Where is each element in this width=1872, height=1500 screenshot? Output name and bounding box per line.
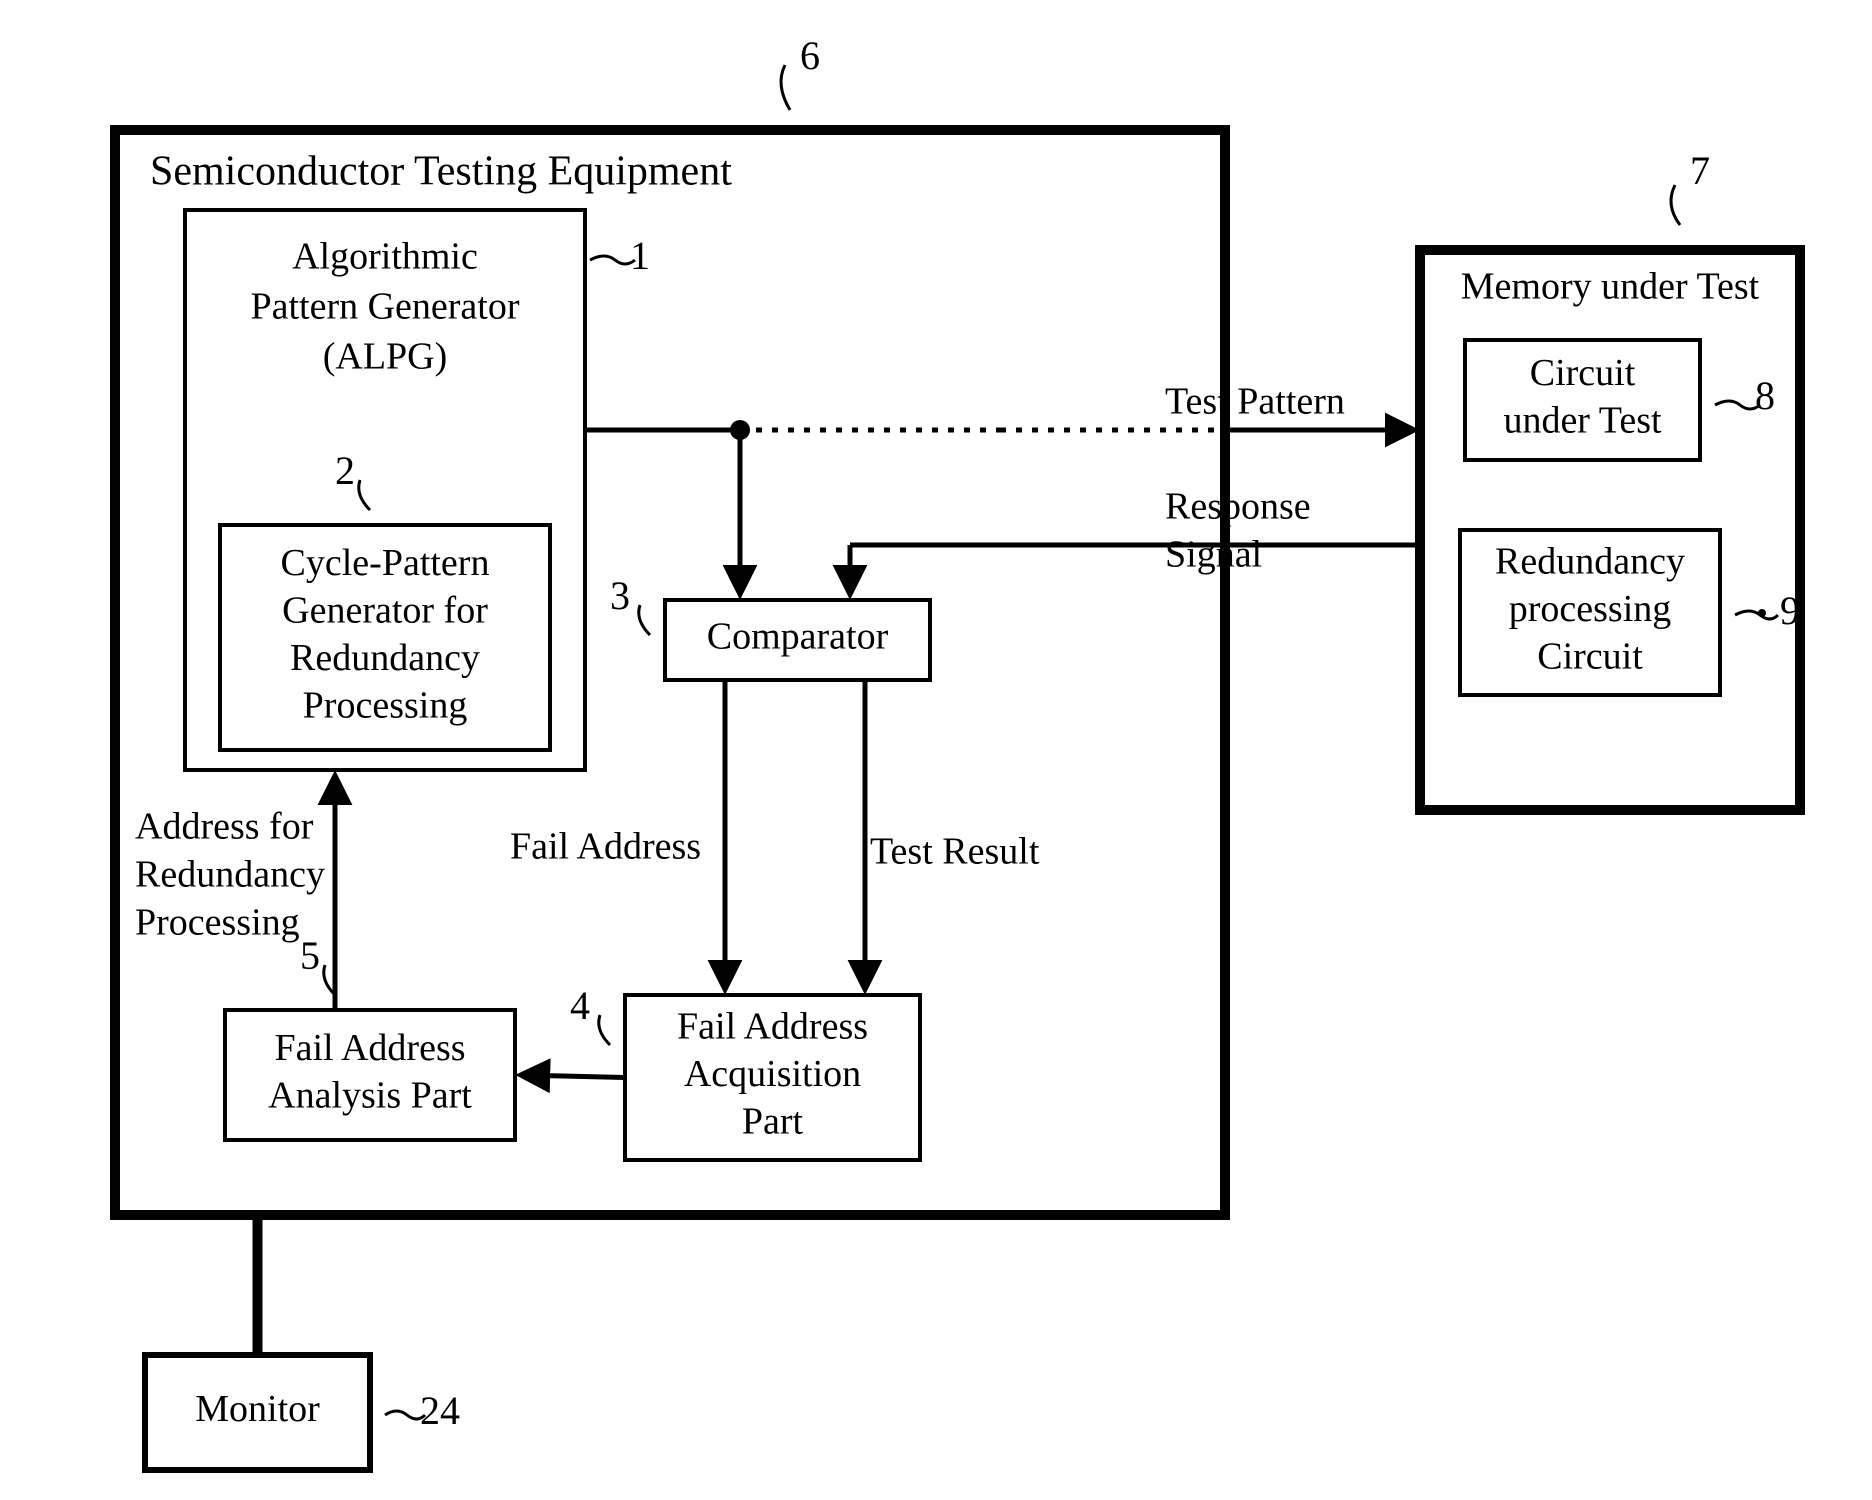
cut-line-1: under Test [1503,399,1662,441]
ref-5: 5 [300,933,320,978]
edge-acq-to-analysis [521,1075,625,1078]
label-addr-3: Processing [135,902,300,944]
redun-line-2: Circuit [1537,636,1643,678]
cut-line-0: Circuit [1530,352,1636,394]
redun-line-1: processing [1509,588,1672,630]
ref-7: 7 [1690,148,1710,193]
alpg-line-0: Algorithmic [292,236,478,278]
cycle-line-2: Redundancy [290,637,480,679]
ref-6-hook [781,65,790,110]
ref-24-hook [385,1411,425,1419]
monitor-line-0: Monitor [195,1388,320,1430]
label-test-result: Test Result [870,831,1040,873]
label-addr-1: Address for [135,806,314,848]
ref-9: 9 [1780,588,1800,633]
label-fail-address: Fail Address [510,826,701,868]
cycle-line-0: Cycle-Pattern [281,542,490,584]
ref-24: 24 [420,1388,460,1433]
ref-2: 2 [335,448,355,493]
acquisition-line-2: Part [742,1101,804,1143]
analysis-line-1: Analysis Part [268,1074,472,1116]
label-response-2: Signal [1165,534,1262,576]
cycle-line-3: Processing [303,684,468,726]
label-addr-2: Redundancy [135,854,325,896]
ref-3: 3 [610,573,630,618]
label-test-pattern: Test Pattern [1165,381,1345,423]
cycle-line-1: Generator for [282,589,488,631]
ref-1: 1 [630,233,650,278]
ref-9-dot [1758,609,1766,617]
ref-7-hook [1671,185,1680,225]
ref-4: 4 [570,983,590,1028]
acquisition-line-1: Acquisition [684,1053,861,1095]
acquisition-line-0: Fail Address [677,1006,868,1048]
equipment-title: Semiconductor Testing Equipment [150,149,732,195]
analysis-line-0: Fail Address [274,1027,465,1069]
redun-line-0: Redundancy [1495,541,1685,583]
alpg-line-2: (ALPG) [323,336,448,378]
label-response-1: Response [1165,486,1311,528]
ref-6: 6 [800,33,820,78]
ref-8: 8 [1755,373,1775,418]
comparator-line-0: Comparator [707,616,889,658]
alpg-line-1: Pattern Generator [250,286,519,328]
memory-title: Memory under Test [1461,266,1760,308]
